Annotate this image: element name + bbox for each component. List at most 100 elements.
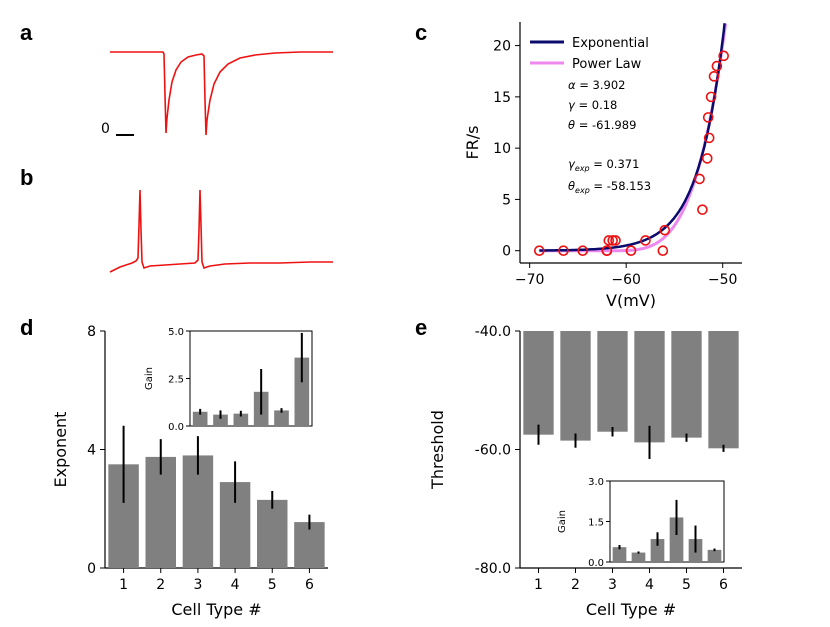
exponential-fit-line [539,23,726,252]
data-point [708,71,720,82]
data-point [657,245,669,256]
x-tick-label: 6 [305,577,314,593]
chart-d-exponent: 1 2 3 4 5 6 0 4 8 Cell Type # Exponent 0.0 2.5 5.0 Gai… [51,324,328,619]
data-point [711,60,723,72]
panel-a-trace-group: 0 [101,51,333,137]
panel-label-c: c [415,20,427,45]
param-gamma-symbol: γ [568,98,576,112]
inset-bar [192,411,208,426]
bar [294,522,325,568]
param-theta-exp-value: = -58.153 [590,179,651,193]
inset-bar [631,552,646,562]
x-tick-label: −60 [611,272,641,288]
inset-y-tick-label: 0.0 [168,422,184,433]
bar [671,331,702,438]
param-gamma-exp-value: = 0.371 [590,157,640,171]
param-gamma-exp: γexp = 0.371 [568,157,639,173]
y-tick-label: -60.0 [475,443,511,459]
y-tick-label: 0 [502,244,511,260]
inset-bar [650,539,665,562]
param-theta-exp-subscript: exp [575,186,590,195]
inset-y-axis-label: Gain [144,367,155,390]
param-gamma-exp-symbol: γ [568,157,576,171]
chart-c-firing-rate: −70 −60 −50 0 5 10 15 20 V(mV) FR/s Exponential Pow… [463,22,742,310]
voltage-trace [109,189,333,273]
legend-label-exponential: Exponential [572,36,649,51]
inset-frame [609,480,725,563]
y-axis-label: FR/s [463,125,482,159]
inset-frame [189,330,313,427]
bar [145,456,176,568]
data-point [697,204,708,215]
data-point [705,91,717,103]
data-point [601,245,613,256]
param-alpha-value: = 3.902 [576,78,626,92]
x-axis-label: Cell Type # [171,600,261,619]
inset-bar [233,413,249,426]
y-axis-label: Threshold [428,410,447,490]
data-point [694,173,705,185]
bar [523,331,554,435]
y-axis-label: Exponent [51,412,70,488]
data-point [702,112,714,123]
panel-label-a: a [20,20,33,45]
inset-y-tick-label: 0.0 [588,558,604,569]
y-tick-label: -80.0 [475,561,511,577]
bar [257,499,288,568]
x-tick-label: 4 [231,577,240,593]
x-tick-label: 3 [193,577,202,593]
legend-label-power-law: Power Law [572,57,642,72]
data-point [534,245,545,256]
param-theta-exp: θexp = -58.153 [568,179,651,195]
chart-e-threshold: 1 2 3 4 5 6 -40.0 -60.0 -80.0 Cell Type # Threshol… [428,324,742,619]
panel-label-d: d [20,315,33,340]
bar [560,331,591,441]
param-alpha-symbol: α [568,78,576,92]
y-tick-label: 4 [87,443,96,459]
bar [597,331,628,432]
x-tick-label: 6 [719,577,728,593]
x-axis-label: Cell Type # [586,600,676,619]
param-gamma-exp-subscript: exp [575,164,590,173]
inset-y-tick-label: 5.0 [168,327,184,338]
inset-y-tick-label: 2.5 [168,375,184,386]
inset-bar [612,547,627,562]
y-tick-label: 8 [87,324,96,340]
param-gamma-value: = 0.18 [575,98,618,112]
x-tick-label: 2 [156,577,165,593]
panel-label-b: b [20,165,33,190]
x-axis-label: V(mV) [606,291,656,310]
inset-bar [274,410,289,426]
param-theta: θ = -61.989 [568,118,636,132]
data-point [603,235,615,246]
y-tick-label: 5 [502,192,511,208]
param-theta-exp-symbol: θ [568,179,575,193]
inset-y-axis-label: Gain [557,510,568,533]
x-tick-label: 3 [608,577,617,593]
x-tick-label: −70 [515,272,545,288]
x-tick-label: 5 [268,577,277,593]
param-theta-value: = -61.989 [575,118,636,132]
param-alpha: α = 3.902 [568,78,625,92]
y-tick-label: -40.0 [475,324,511,340]
data-point [640,235,651,246]
inset-y-tick-label: 1.5 [588,518,604,529]
current-trace [110,51,333,136]
x-tick-label: 2 [571,577,580,593]
data-point [577,245,589,256]
data-point [610,235,621,246]
data-point [703,132,715,144]
param-theta-symbol: θ [568,118,575,132]
inset-bar [669,517,684,562]
y-tick-label: 20 [493,39,511,55]
data-point [625,245,637,256]
y-tick-label: 15 [493,90,511,106]
data-point [701,153,713,164]
bar [708,331,739,449]
bar [634,331,665,443]
data-point [659,224,671,236]
inset-bar [707,549,722,562]
param-gamma: γ = 0.18 [568,98,617,112]
x-tick-label: 5 [682,577,691,593]
